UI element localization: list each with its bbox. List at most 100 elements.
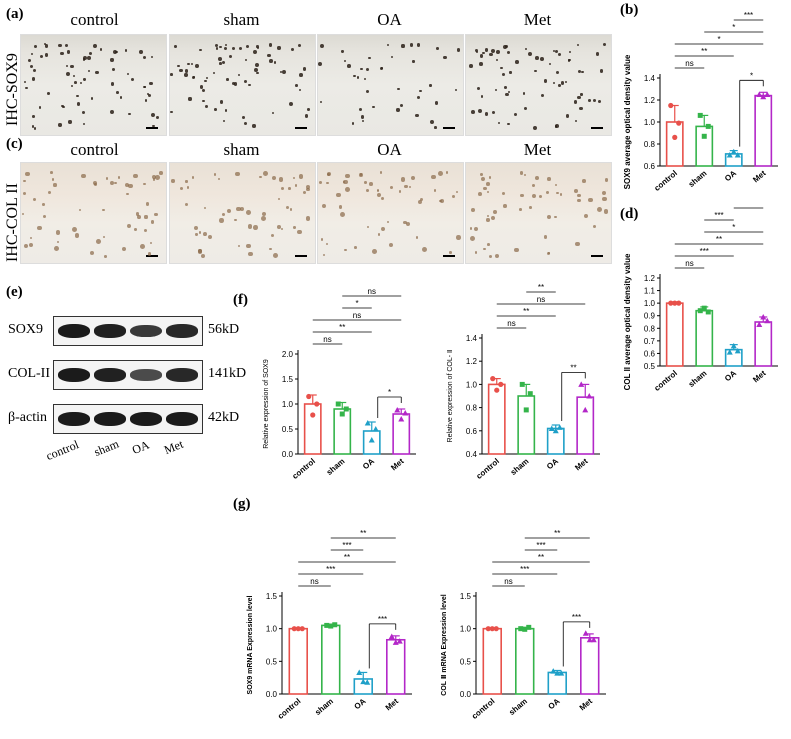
nucleus-dot <box>528 205 532 209</box>
nucleus-dot <box>87 70 91 73</box>
nucleus-dot <box>338 205 343 209</box>
nucleus-dot <box>57 241 60 244</box>
nucleus-dot <box>201 254 206 259</box>
nucleus-dot <box>389 243 394 247</box>
nucleus-dot <box>576 43 579 46</box>
x-tick-label: Met <box>751 168 768 184</box>
y-axis-label: SOX9 mRNA Expression level <box>247 595 254 694</box>
nucleus-dot <box>234 171 240 177</box>
nucleus-dot <box>494 253 499 259</box>
data-point <box>394 407 401 413</box>
nucleus-dot <box>102 236 105 239</box>
x-tick-label: OA <box>353 696 368 711</box>
nucleus-dot <box>380 227 385 232</box>
nucleus-dot <box>507 90 510 94</box>
nucleus-dot <box>344 248 348 252</box>
nucleus-dot <box>263 171 268 176</box>
data-point <box>518 626 524 632</box>
nucleus-dot <box>604 209 609 214</box>
data-point <box>552 427 559 434</box>
nucleus-dot <box>556 192 559 195</box>
nucleus-dot <box>360 115 365 120</box>
nucleus-dot <box>68 120 72 124</box>
bar <box>515 627 535 695</box>
nucleus-dot <box>577 198 581 202</box>
data-point <box>402 410 409 416</box>
nucleus-dot <box>365 67 370 72</box>
nucleus-dot <box>404 184 408 189</box>
nucleus-dot <box>238 73 241 76</box>
nucleus-dot <box>288 187 291 190</box>
nucleus-dot <box>281 186 285 190</box>
chart-f-col2-protein: 0.4 0.6 0.8 1.0 1.2 1.4 Relative expression of… <box>447 284 600 481</box>
x-tick-label: sham <box>509 457 531 477</box>
nucleus-dot <box>33 126 37 130</box>
nucleus-dot <box>501 72 505 76</box>
nucleus-dot <box>81 173 86 179</box>
panel-label-e: (e) <box>6 284 23 300</box>
wb-band <box>94 368 126 382</box>
ihc-col-image-control <box>20 162 167 264</box>
data-point <box>734 347 741 354</box>
sig-label: ** <box>716 235 722 244</box>
nucleus-dot <box>486 218 490 222</box>
nucleus-dot <box>73 81 77 85</box>
nucleus-dot <box>523 173 527 177</box>
data-point <box>726 349 733 355</box>
nucleus-dot <box>117 176 121 179</box>
nucleus-dot <box>149 81 153 86</box>
nucleus-dot <box>293 176 296 180</box>
y-tick-label: 0.4 <box>466 450 478 459</box>
sig-label: ** <box>570 363 576 372</box>
nucleus-dot <box>321 203 326 208</box>
nucleus-dot <box>146 92 150 95</box>
nucleus-dot <box>179 68 183 73</box>
nucleus-dot <box>480 95 484 98</box>
scale-bar <box>591 255 603 257</box>
nucleus-dot <box>256 47 259 50</box>
nucleus-dot <box>554 215 557 219</box>
x-tick-label: OA <box>547 696 562 711</box>
bar <box>386 638 406 695</box>
data-point <box>764 317 771 324</box>
y-tick-label: 0.7 <box>644 337 656 346</box>
nucleus-dot <box>282 69 287 74</box>
nucleus-dot <box>489 52 494 57</box>
nucleus-dot <box>305 216 310 221</box>
nucleus-dot <box>116 91 120 95</box>
nucleus-dot <box>25 86 28 90</box>
data-point <box>756 91 763 97</box>
nucleus-dot <box>71 85 74 88</box>
nucleus-dot <box>245 59 248 62</box>
nucleus-dot <box>439 199 442 203</box>
nucleus-dot <box>479 54 484 59</box>
nucleus-dot <box>66 72 71 76</box>
nucleus-dot <box>297 229 302 235</box>
nucleus-dot <box>233 82 238 86</box>
wb-marker-col2: COL-II <box>8 366 50 381</box>
nucleus-dot <box>599 69 604 73</box>
nucleus-dot <box>577 95 581 100</box>
nucleus-dot <box>491 110 495 114</box>
nucleus-dot <box>390 56 393 59</box>
wb-marker-sox9: SOX9 <box>8 322 44 337</box>
nucleus-dot <box>23 80 27 84</box>
wb-size-actin: 42kD <box>208 410 240 425</box>
nucleus-dot <box>191 75 195 79</box>
data-point <box>299 626 305 632</box>
nucleus-dot <box>581 70 585 74</box>
bar <box>695 309 714 367</box>
nucleus-dot <box>272 175 277 180</box>
nucleus-dot <box>150 56 153 59</box>
nucleus-dot <box>477 192 482 197</box>
nucleus-dot <box>246 243 251 249</box>
ihc-col-title-control: control <box>70 140 119 159</box>
nucleus-dot <box>44 53 48 57</box>
x-tick-label: sham <box>325 457 347 477</box>
nucleus-dot <box>604 178 608 182</box>
y-tick-label: 0.5 <box>282 425 294 434</box>
nucleus-dot <box>248 224 253 229</box>
nucleus-dot <box>99 48 103 52</box>
nucleus-dot <box>422 246 428 252</box>
nucleus-dot <box>455 191 458 194</box>
